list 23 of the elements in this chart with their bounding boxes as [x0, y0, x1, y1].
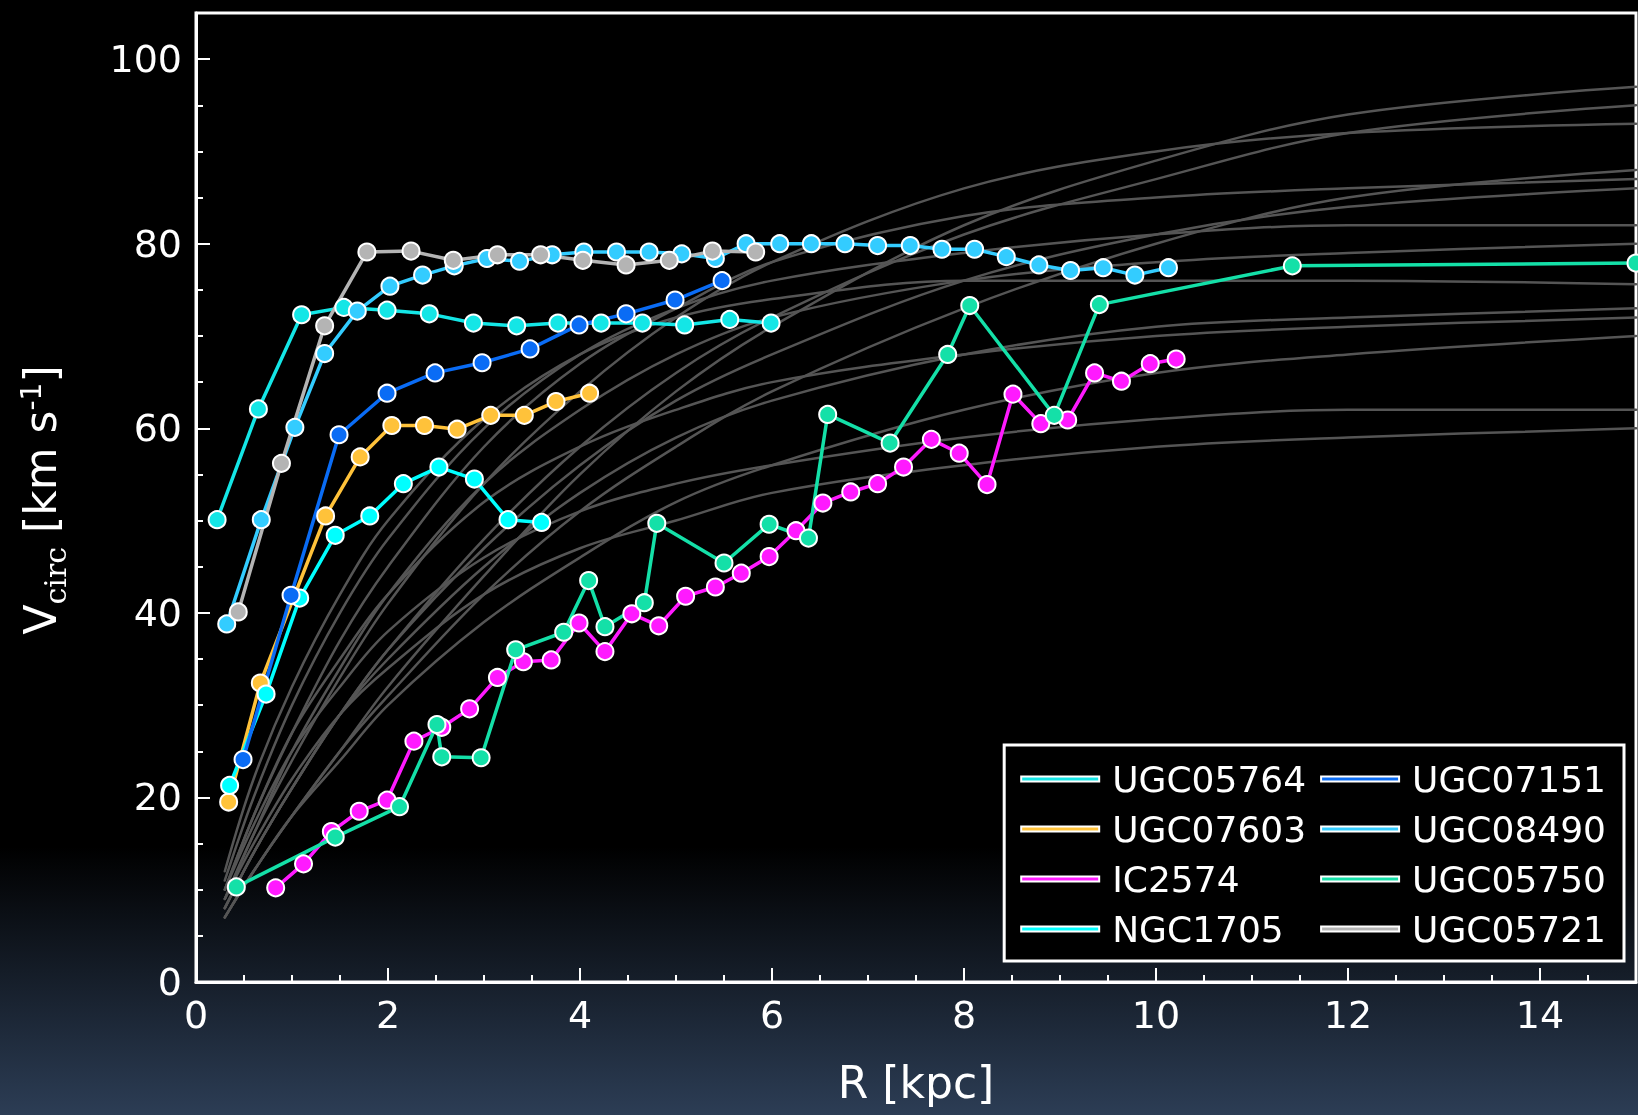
legend-label: UGC05721: [1412, 908, 1606, 950]
x-tick-label: 14: [1515, 993, 1565, 1037]
y-tick-label: 20: [133, 775, 182, 820]
legend-label: IC2574: [1112, 858, 1240, 900]
legend-label: UGC07603: [1112, 808, 1307, 850]
y-tick-label: 40: [133, 590, 182, 635]
legend-label: UGC05764: [1112, 758, 1307, 800]
x-axis-title: R [kpc]: [837, 1056, 995, 1108]
legend-label: NGC1705: [1112, 908, 1284, 950]
x-tick-label: 2: [375, 993, 401, 1037]
x-tick-label: 0: [183, 993, 209, 1037]
x-tick-label: 12: [1323, 993, 1373, 1037]
legend-label: UGC05750: [1412, 858, 1606, 900]
y-tick-label: 80: [133, 221, 182, 266]
legend-label: UGC07151: [1412, 758, 1606, 800]
y-tick-label: 60: [133, 406, 182, 451]
x-tick-label: 10: [1131, 993, 1181, 1037]
x-tick-label: 6: [759, 993, 785, 1037]
x-tick-label: 8: [951, 993, 977, 1037]
y-tick-label: 100: [109, 37, 182, 82]
legend-label: UGC08490: [1412, 808, 1606, 850]
y-tick-label: 0: [157, 960, 182, 1004]
x-tick-label: 4: [567, 993, 593, 1037]
